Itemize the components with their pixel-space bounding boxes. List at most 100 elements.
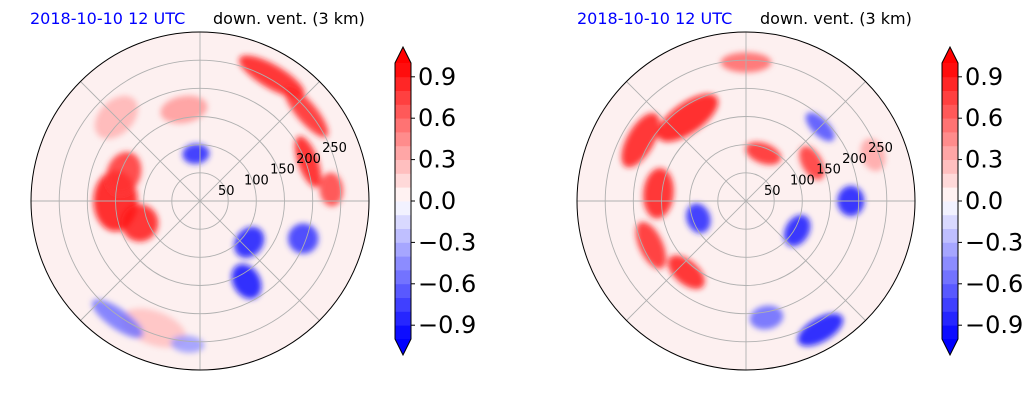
- colorbar-band: [395, 283, 411, 298]
- title-variable-right: down. vent. (3 km): [760, 9, 912, 28]
- colorbar-extend-max-left: [395, 47, 411, 63]
- colorbar-extend-min-left: [395, 339, 411, 355]
- title-time-right: 2018-10-10 12 UTC: [577, 9, 732, 28]
- polar-grid-left: [31, 32, 369, 370]
- radial-labels-left: 50 100 150 200 250: [218, 141, 347, 199]
- colorbar-tick-label: −0.6: [418, 270, 476, 298]
- field-feature: [657, 94, 719, 142]
- radial-tick-label: 250: [868, 141, 893, 156]
- colorbar-band: [942, 256, 958, 271]
- colorbar-band: [395, 270, 411, 285]
- colorbar-band: [395, 159, 411, 174]
- colorbar-labels-right: 0.9 0.6 0.3 0.0 −0.3 −0.6 −0.9: [965, 63, 1023, 339]
- radial-tick-label: 150: [816, 163, 841, 178]
- polar-plot-right: 2018-10-10 12 UTC down. vent. (3 km) 50 …: [576, 9, 1023, 371]
- colorbar-left: 0.9 0.6 0.3 0.0 −0.3 −0.6 −0.9: [394, 45, 476, 357]
- radial-tick-label: 200: [296, 152, 321, 167]
- colorbar-outline-left: [394, 45, 412, 357]
- colorbar-band: [942, 76, 958, 91]
- colorbar-band: [942, 297, 958, 312]
- colorbar-band: [395, 214, 411, 229]
- field-feature: [231, 264, 262, 299]
- radial-tick-label: 200: [842, 152, 867, 167]
- field-feature: [121, 204, 159, 242]
- colorbar-extend-max-right: [942, 47, 958, 63]
- colorbar-band: [942, 104, 958, 119]
- colorbar-tick-label: 0.9: [965, 63, 1003, 91]
- radial-tick-label: 100: [790, 173, 815, 188]
- colorbar-band: [395, 132, 411, 147]
- colorbar-band: [395, 76, 411, 91]
- colorbar-labels-left: 0.9 0.6 0.3 0.0 −0.3 −0.6 −0.9: [418, 63, 476, 339]
- colorbar-band: [395, 90, 411, 105]
- angular-gridline: [80, 81, 320, 321]
- polar-grid-right: [577, 32, 915, 370]
- radial-tick-label: 50: [764, 184, 781, 199]
- polar-boundary-left: [30, 31, 370, 371]
- colorbar-band: [942, 90, 958, 105]
- title-variable-left: down. vent. (3 km): [213, 9, 365, 28]
- colorbar-bands-right: [942, 63, 958, 340]
- field-feature: [745, 141, 782, 165]
- radial-tick-label: 250: [322, 141, 347, 156]
- polar-boundary-right: [576, 31, 916, 371]
- colorbar-band: [942, 63, 958, 78]
- angular-gridline: [626, 81, 866, 321]
- field-feature: [106, 151, 142, 195]
- radial-tick-label: 150: [270, 163, 295, 178]
- colorbar-band: [395, 242, 411, 257]
- field-feature: [294, 136, 322, 188]
- colorbar-band: [395, 228, 411, 243]
- field-feature: [182, 143, 210, 165]
- colorbar-tick-label: −0.6: [965, 270, 1023, 298]
- colorbar-band: [942, 187, 958, 202]
- colorbar-band: [942, 311, 958, 326]
- colorbar-band: [395, 256, 411, 271]
- colorbar-band: [395, 63, 411, 78]
- colorbar-tick-label: 0.0: [965, 187, 1003, 215]
- field-feature: [797, 313, 844, 347]
- colorbar-band: [395, 201, 411, 216]
- colorbar-tick-label: −0.9: [418, 311, 476, 339]
- field-feature: [643, 168, 674, 219]
- field-feature: [284, 86, 329, 138]
- field-features-right: [621, 52, 886, 347]
- field-feature: [667, 255, 705, 289]
- field-feature: [635, 221, 667, 269]
- colorbar-band: [942, 270, 958, 285]
- field-feature: [686, 203, 711, 234]
- colorbar-right: 0.9 0.6 0.3 0.0 −0.3 −0.6 −0.9: [941, 45, 1023, 357]
- colorbar-band: [395, 325, 411, 340]
- field-feature: [92, 299, 144, 338]
- title-time-left: 2018-10-10 12 UTC: [30, 9, 185, 28]
- field-feature: [860, 138, 886, 172]
- colorbar-band: [942, 242, 958, 257]
- colorbar-tick-label: −0.9: [965, 311, 1023, 339]
- colorbar-band: [395, 118, 411, 133]
- colorbar-band: [942, 201, 958, 216]
- colorbar-band: [942, 118, 958, 133]
- colorbar-tick-label: −0.3: [418, 228, 476, 256]
- field-feature: [749, 305, 784, 330]
- colorbar-bands-left: [395, 63, 411, 340]
- field-feature: [288, 223, 319, 254]
- polar-plot-left: 2018-10-10 12 UTC down. vent. (3 km) 50 …: [30, 9, 476, 371]
- colorbar-band: [395, 173, 411, 188]
- colorbar-band: [395, 297, 411, 312]
- colorbar-band: [395, 145, 411, 160]
- colorbar-tick-label: −0.3: [965, 228, 1023, 256]
- colorbar-tick-label: 0.6: [965, 104, 1003, 132]
- colorbar-band: [395, 187, 411, 202]
- colorbar-band: [942, 173, 958, 188]
- colorbar-band: [942, 132, 958, 147]
- colorbar-outline-right: [941, 45, 959, 357]
- colorbar-tick-label: 0.0: [418, 187, 456, 215]
- colorbar-extend-min-right: [942, 339, 958, 355]
- colorbar-tick-label: 0.9: [418, 63, 456, 91]
- radial-tick-label: 50: [218, 184, 235, 199]
- field-feature: [621, 113, 660, 168]
- field-feature: [319, 172, 344, 207]
- colorbar-ticks-right: [958, 76, 962, 326]
- colorbar-tick-label: 0.3: [418, 146, 456, 174]
